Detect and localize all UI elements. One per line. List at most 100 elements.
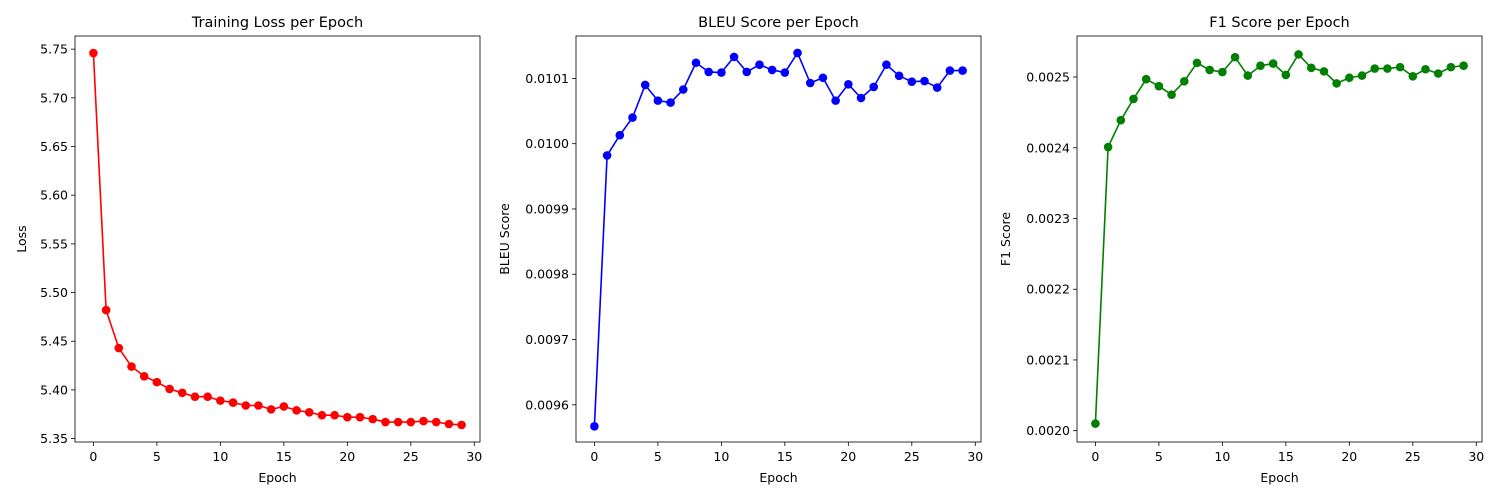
loss-data-point	[393, 417, 403, 427]
loss-data-point	[114, 343, 124, 353]
loss-data-point	[343, 412, 352, 422]
f1-data-point	[1141, 74, 1151, 84]
bleu-y-tick-label: 0.0101	[525, 71, 569, 86]
loss-axes-frame	[74, 35, 481, 443]
loss-x-axis-label: Epoch	[258, 470, 296, 485]
bleu-data-point	[602, 151, 612, 160]
loss-data-point	[177, 388, 187, 398]
bleu-y-tick-label: 0.0100	[525, 136, 569, 151]
f1-data-point	[1103, 142, 1113, 152]
f1-x-tick-label: 0	[1091, 449, 1099, 464]
loss-y-tick-label: 5.75	[40, 42, 68, 57]
loss-data-point	[279, 402, 289, 411]
loss-data-point	[431, 417, 441, 427]
f1-series-line	[1094, 53, 1464, 424]
bleu-x-axis-label: Epoch	[759, 470, 797, 485]
f1-data-point	[1243, 71, 1253, 80]
loss-data-point	[254, 401, 263, 410]
loss-data-point	[165, 384, 174, 394]
bleu-data-point	[780, 68, 790, 77]
f1-data-point	[1421, 64, 1430, 74]
bleu-data-point	[590, 422, 599, 431]
loss-data-point	[304, 408, 314, 417]
loss-x-tick-label: 15	[276, 449, 292, 464]
bleu-data-point	[615, 130, 625, 140]
loss-data-point	[355, 412, 365, 422]
loss-data-point	[419, 416, 428, 426]
bleu-y-tick-label: 0.0097	[525, 332, 569, 347]
bleu-data-point	[831, 96, 840, 105]
bleu-data-point	[742, 67, 752, 77]
bleu-data-point	[691, 58, 701, 68]
f1-data-point	[1205, 65, 1214, 75]
loss-data-point	[127, 362, 136, 371]
f1-x-tick-label: 30	[1468, 449, 1484, 464]
f1-data-point	[1306, 63, 1316, 73]
bleu-chart-title: BLEU Score per Epoch	[698, 15, 859, 31]
loss-data-point	[317, 410, 327, 420]
loss-data-point	[368, 414, 378, 424]
bleu-x-tick-label: 15	[777, 449, 793, 464]
loss-x-tick-label: 10	[212, 449, 228, 464]
bleu-x-tick-label: 5	[654, 449, 662, 464]
bleu-data-point	[818, 73, 828, 83]
bleu-data-point	[767, 65, 777, 75]
f1-axes-frame	[1076, 35, 1483, 443]
loss-y-axis-label: Loss	[14, 225, 29, 252]
bleu-data-point	[729, 52, 739, 62]
loss-x-tick-label: 20	[339, 449, 355, 464]
loss-data-point	[152, 377, 162, 387]
loss-y-tick-label: 5.55	[40, 236, 68, 251]
bleu-data-point	[717, 68, 726, 77]
bleu-y-axis-label: BLEU Score	[497, 203, 512, 275]
f1-data-point	[1370, 64, 1380, 73]
loss-data-point	[292, 406, 301, 415]
loss-data-point	[139, 371, 149, 381]
f1-data-point	[1129, 94, 1138, 104]
f1-data-point	[1167, 90, 1176, 100]
bleu-data-point	[869, 82, 879, 92]
f1-y-tick-label: 0.0020	[1026, 423, 1070, 438]
loss-data-point	[381, 417, 390, 427]
loss-chart-title: Training Loss per Epoch	[191, 15, 363, 31]
loss-data-point	[216, 396, 225, 405]
f1-data-point	[1192, 58, 1202, 68]
loss-data-point	[444, 419, 454, 429]
bleu-data-point	[844, 80, 853, 89]
bleu-y-tick-label: 0.0098	[525, 267, 569, 282]
bleu-data-point	[958, 66, 967, 75]
f1-x-tick-label: 15	[1278, 449, 1294, 464]
loss-data-point	[190, 392, 200, 402]
loss-y-tick-label: 5.60	[40, 188, 68, 203]
f1-data-point	[1230, 52, 1240, 62]
f1-x-tick-label: 10	[1214, 449, 1230, 464]
f1-data-point	[1268, 59, 1278, 68]
loss-series-line	[92, 53, 462, 426]
bleu-series-line	[593, 52, 963, 427]
loss-data-point	[101, 305, 111, 315]
f1-data-point	[1218, 67, 1227, 77]
f1-data-point	[1256, 61, 1265, 71]
loss-y-tick-label: 5.40	[40, 382, 68, 397]
loss-data-point	[228, 398, 238, 407]
loss-x-tick-label: 0	[89, 449, 97, 464]
bleu-data-point	[640, 80, 650, 90]
bleu-data-point	[628, 113, 637, 122]
f1-x-axis-label: Epoch	[1260, 470, 1298, 485]
f1-data-point	[1179, 76, 1189, 86]
bleu-data-point	[894, 71, 904, 81]
bleu-data-point	[932, 83, 942, 92]
f1-data-point	[1395, 62, 1405, 72]
f1-y-axis-label: F1 Score	[998, 212, 1013, 266]
bleu-data-point	[882, 60, 891, 70]
bleu-x-tick-label: 0	[590, 449, 598, 464]
f1-data-point	[1383, 64, 1392, 73]
loss-y-tick-label: 5.65	[40, 139, 68, 154]
loss-x-tick-label: 30	[466, 449, 482, 464]
bleu-x-tick-label: 30	[967, 449, 983, 464]
f1-y-tick-label: 0.0024	[1026, 140, 1070, 155]
loss-x-tick-label: 5	[153, 449, 161, 464]
f1-y-tick-label: 0.0023	[1026, 211, 1070, 226]
bleu-data-point	[666, 98, 675, 107]
bleu-data-point	[920, 76, 929, 86]
